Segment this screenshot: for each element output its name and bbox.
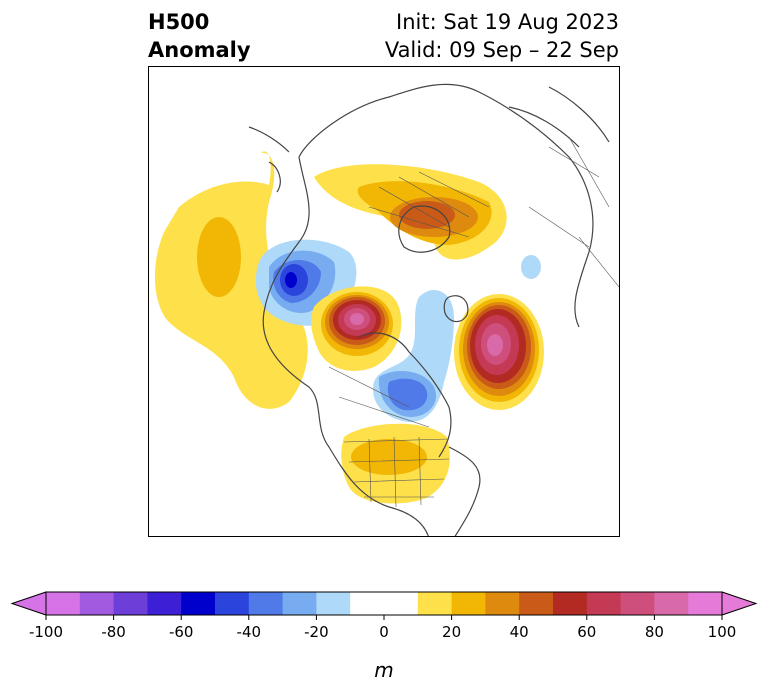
colorbar-cell — [316, 592, 351, 615]
coastlines — [248, 83, 610, 536]
colorbar-cell — [654, 592, 689, 615]
colorbar-tick-label: 40 — [510, 623, 529, 641]
colorbar-cell — [215, 592, 250, 615]
colorbar-ticks: -100 -80 -60 -40 -20 0 20 40 60 80 100 — [29, 615, 736, 641]
init-time: Init: Sat 19 Aug 2023 — [396, 10, 619, 34]
colorbar-tick-label: -20 — [304, 623, 329, 641]
north-pacific-ridge — [154, 151, 308, 409]
colorbar-cell — [519, 592, 554, 615]
arctic-high — [311, 286, 402, 371]
colorbar-tick-label: 60 — [577, 623, 596, 641]
colorbar-tick-label: -100 — [29, 623, 63, 641]
north-atlantic-ridge — [454, 294, 544, 410]
colorbar-cell — [620, 592, 655, 615]
map-panel — [148, 66, 620, 537]
colorbar-tick-label: 0 — [379, 623, 389, 641]
product-title: H500 — [148, 10, 210, 34]
colorbar-under-arrow — [10, 591, 47, 616]
title-block-right: Init: Sat 19 Aug 2023 Valid: 09 Sep – 22… — [385, 8, 619, 64]
colorbar-cell — [46, 592, 81, 615]
colorbar-tick-label: 80 — [645, 623, 664, 641]
anomaly-map — [154, 83, 619, 536]
colorbar-cell — [147, 592, 182, 615]
colorbar-cell — [586, 592, 622, 615]
colorbar: -100 -80 -60 -40 -20 0 20 40 60 80 100 — [10, 591, 758, 641]
colorbar-cell — [350, 592, 385, 615]
colorbar-cell — [181, 592, 216, 615]
east-asia-weak-low — [521, 255, 541, 279]
colorbar-tick-label: 100 — [708, 623, 737, 641]
colorbar-tick-label: -80 — [101, 623, 126, 641]
colorbar-tick-label: -40 — [237, 623, 262, 641]
colorbar-over-arrow — [721, 591, 758, 616]
colorbar-cell — [451, 592, 486, 615]
title-block-left: H500 Anomaly — [148, 8, 251, 64]
colorbar-cell — [282, 592, 317, 615]
colorbar-cell — [113, 592, 148, 615]
colorbar-unit-label: m — [374, 658, 394, 682]
colorbar-cell — [248, 592, 284, 615]
colorbar-cell — [384, 592, 419, 615]
colorbar-cell — [79, 592, 115, 615]
colorbar-cell — [688, 592, 723, 615]
colorbar-cell — [417, 592, 453, 615]
colorbar-cell — [553, 592, 588, 615]
siberia-ridge — [314, 164, 507, 260]
colorbar-cells — [46, 592, 723, 615]
colorbar-tick-label: -60 — [169, 623, 194, 641]
colorbar-tick-label: 20 — [442, 623, 461, 641]
product-subtitle: Anomaly — [148, 38, 251, 62]
valid-period: Valid: 09 Sep – 22 Sep — [384, 38, 619, 62]
political-borders — [328, 136, 619, 508]
colorbar-cell — [485, 592, 520, 615]
